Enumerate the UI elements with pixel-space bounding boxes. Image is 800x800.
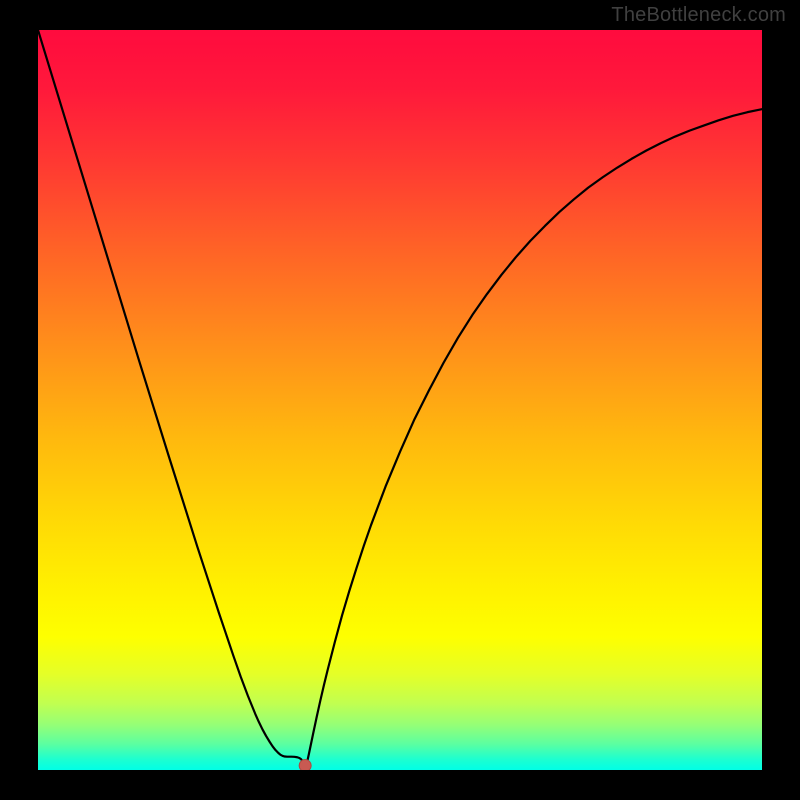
- bottleneck-curve-chart: [38, 30, 762, 770]
- gradient-background: [38, 30, 762, 770]
- plot-area: [38, 30, 762, 770]
- minimum-marker: [299, 760, 311, 770]
- chart-frame: TheBottleneck.com: [0, 0, 800, 800]
- watermark-text: TheBottleneck.com: [611, 4, 786, 27]
